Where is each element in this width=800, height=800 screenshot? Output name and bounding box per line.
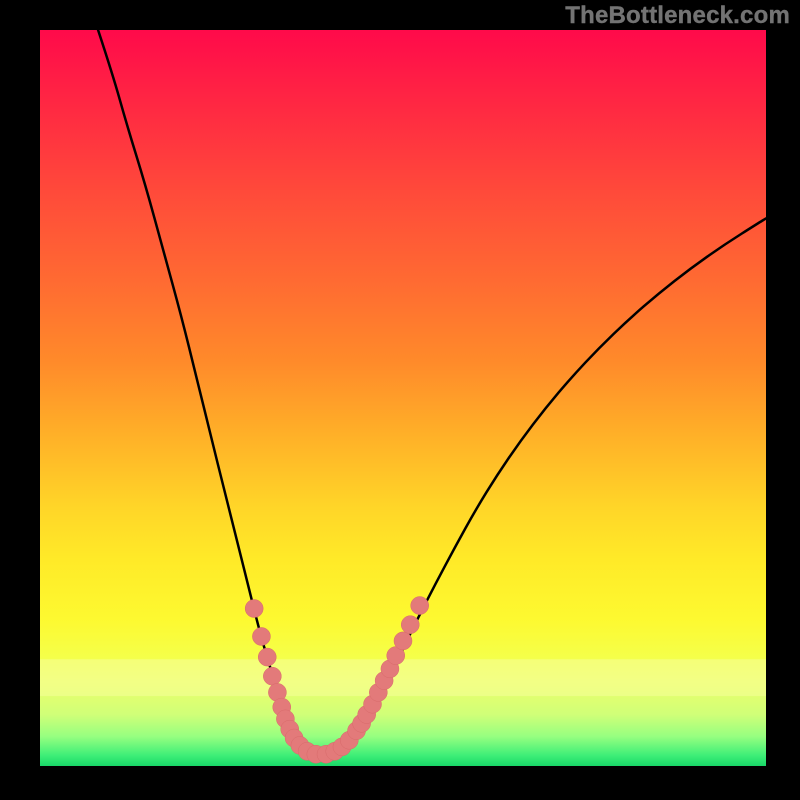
- curve-marker: [401, 616, 419, 634]
- curve-marker: [252, 627, 270, 645]
- bottleneck-chart: [0, 0, 800, 800]
- curve-marker: [394, 632, 412, 650]
- curve-marker: [258, 648, 276, 666]
- highlight-band: [40, 659, 766, 696]
- figure-stage: TheBottleneck.com: [0, 0, 800, 800]
- curve-marker: [263, 667, 281, 685]
- curve-marker: [411, 597, 429, 615]
- watermark-label: TheBottleneck.com: [565, 2, 790, 30]
- curve-marker: [245, 599, 263, 617]
